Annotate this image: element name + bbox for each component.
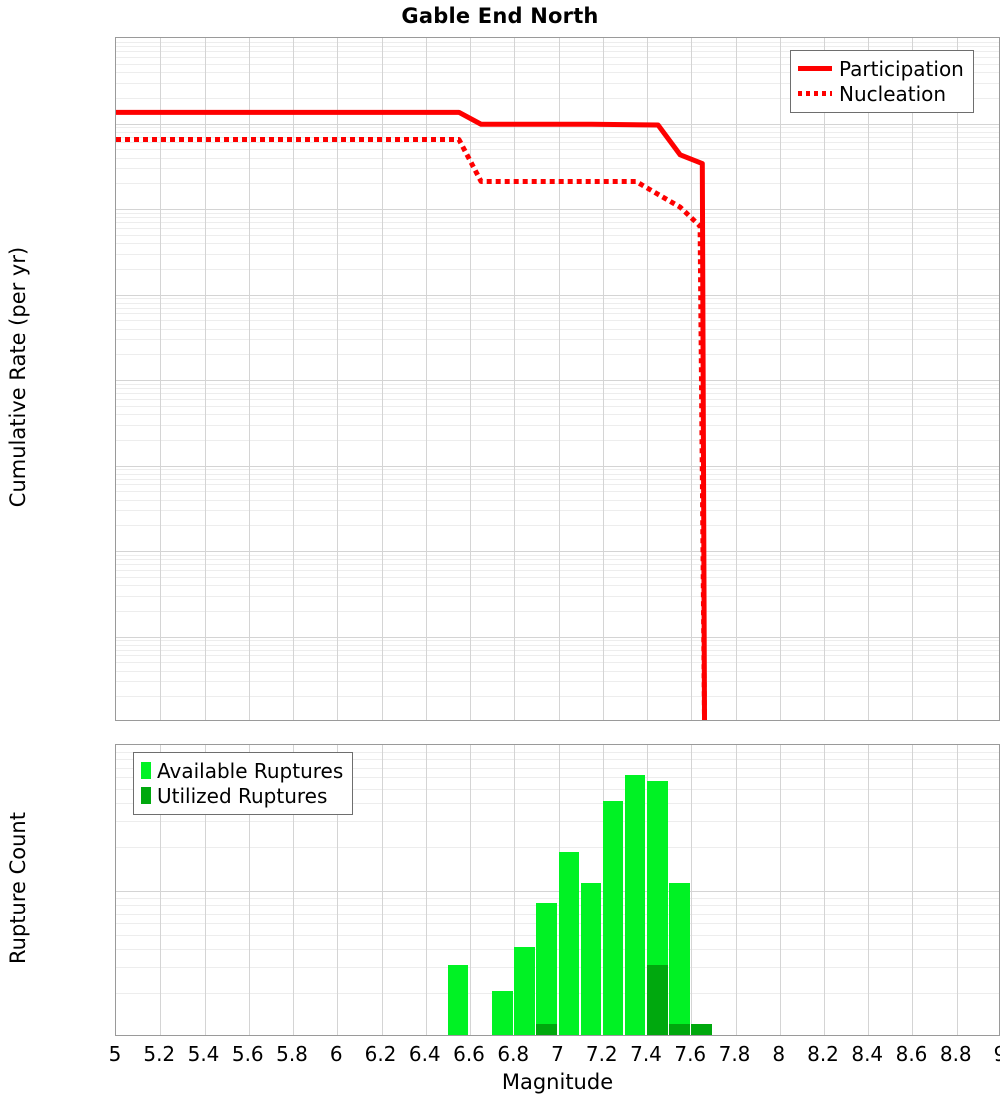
bar-utilized <box>691 1024 712 1035</box>
legend-label-participation: Participation <box>839 56 964 81</box>
x-tick-label: 7.4 <box>630 1042 662 1066</box>
legend-item-utilized: Utilized Ruptures <box>141 783 343 808</box>
x-tick-label: 6.2 <box>364 1042 397 1066</box>
x-tick-label: 6.4 <box>408 1042 441 1066</box>
rupture-legend: Available Ruptures Utilized Ruptures <box>133 752 354 815</box>
legend-item-nucleation: Nucleation <box>798 81 964 106</box>
x-tick-label: 5 <box>108 1042 122 1066</box>
bar-utilized <box>669 1024 690 1035</box>
x-tick-label: 8.2 <box>807 1042 839 1066</box>
histogram-bars <box>116 745 999 1035</box>
x-axis-label: Magnitude <box>501 1070 614 1094</box>
x-tick-label: 7 <box>551 1042 564 1066</box>
solid-line-icon <box>798 66 832 71</box>
bar-utilized <box>536 1024 557 1035</box>
bar-available <box>602 801 624 1035</box>
utilized-swatch-icon <box>141 787 151 804</box>
x-tick-label: 5.6 <box>231 1042 264 1066</box>
bar-available <box>558 851 580 1035</box>
legend-label-available: Available Ruptures <box>157 758 344 783</box>
bar-available <box>447 965 469 1035</box>
x-tick-label: 6.6 <box>453 1042 485 1066</box>
x-tick-label: 7.2 <box>585 1042 618 1066</box>
legend-item-available: Available Ruptures <box>141 758 343 783</box>
legend-item-participation: Participation <box>798 56 964 81</box>
x-tick-label: 8 <box>772 1042 786 1066</box>
page-title: Gable End North <box>401 4 599 28</box>
x-tick-label: 9 <box>994 1042 1000 1066</box>
x-tick-label: 5.4 <box>187 1042 220 1066</box>
rate-curves <box>116 109 708 720</box>
x-tick-label: 7.8 <box>718 1042 751 1066</box>
x-tick-label: 5.2 <box>143 1042 176 1066</box>
bar-available <box>580 883 602 1035</box>
dotted-line-icon <box>798 91 832 96</box>
cumulative-rate-plot <box>115 37 1000 721</box>
legend-label-utilized: Utilized Ruptures <box>157 783 328 808</box>
available-swatch-icon <box>141 762 151 779</box>
curve-nucleation <box>116 137 708 720</box>
x-tick-label: 7.6 <box>674 1042 707 1066</box>
x-tick-label: 6.8 <box>497 1042 530 1066</box>
x-tick-label: 8.6 <box>895 1042 928 1066</box>
x-tick-label: 6 <box>329 1042 343 1066</box>
x-tick-label: 8.8 <box>939 1042 972 1066</box>
bar-utilized <box>647 965 668 1035</box>
bar-available <box>624 775 646 1035</box>
bar-available <box>514 947 535 1035</box>
rate-legend: Participation Nucleation <box>790 50 974 113</box>
curve-participation <box>116 109 708 720</box>
bottom-panel-y-axis-label: Rupture Count <box>6 812 30 964</box>
top-panel-y-axis-label: Cumulative Rate (per yr) <box>6 246 30 508</box>
x-tick-label: 5.8 <box>276 1042 308 1066</box>
x-tick-label: 8.4 <box>851 1042 884 1066</box>
bar-available <box>492 991 513 1035</box>
legend-label-nucleation: Nucleation <box>839 81 947 106</box>
bar-available <box>536 903 557 1035</box>
bar-available <box>669 883 690 1035</box>
